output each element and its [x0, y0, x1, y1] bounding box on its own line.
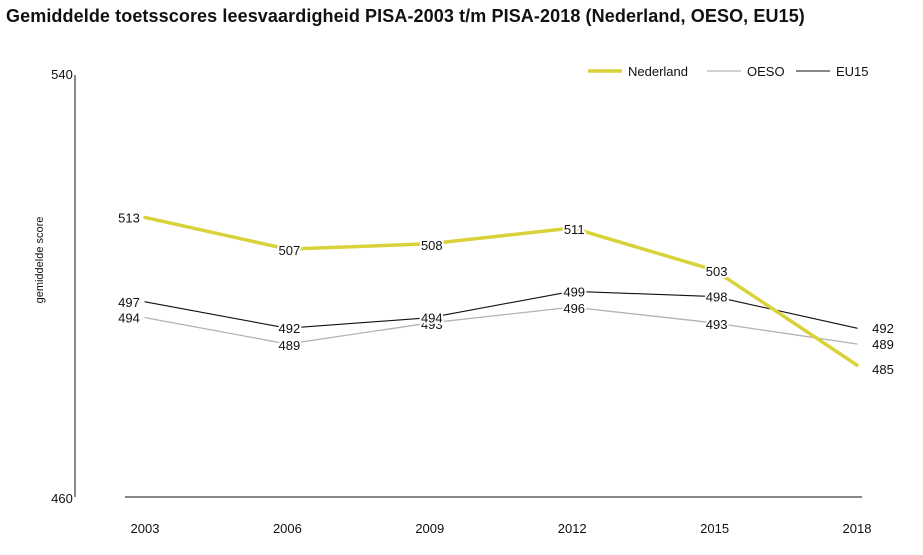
data-label-eu15: 499 — [563, 284, 585, 299]
y-axis-title: gemiddelde score — [34, 217, 46, 304]
legend-label-nederland: Nederland — [628, 64, 688, 79]
x-tick-label: 2012 — [558, 521, 587, 536]
series-line-eu15 — [144, 290, 858, 329]
data-label-eu15: 494 — [421, 311, 443, 326]
data-label-oeso: 494 — [118, 311, 140, 326]
y-tick-label: 460 — [51, 491, 73, 506]
legend-label-oeso: OESO — [747, 64, 785, 79]
legend: Nederland OESO EU15 — [588, 64, 869, 79]
y-tick-label: 540 — [51, 67, 73, 82]
x-tick-label: 2003 — [131, 521, 160, 536]
series-line-oeso — [144, 306, 858, 345]
data-label-eu15: 492 — [872, 321, 894, 336]
series-lines — [143, 215, 859, 367]
x-tick-label: 2015 — [700, 521, 729, 536]
x-tick-label: 2018 — [843, 521, 872, 536]
data-label-nederland: 508 — [421, 238, 443, 253]
data-label-eu15: 497 — [118, 295, 140, 310]
data-label-eu15: 492 — [279, 321, 301, 336]
data-label-nederland: 513 — [118, 210, 140, 225]
data-label-nederland: 503 — [706, 264, 728, 279]
data-label-oeso: 489 — [279, 338, 301, 353]
data-label-oeso: 493 — [421, 317, 443, 332]
axes: 540 460 gemiddelde score 2003 2006 2009 2012 20… — [34, 67, 871, 536]
data-label-oeso: 493 — [706, 317, 728, 332]
data-label-nederland: 485 — [872, 362, 894, 377]
data-label-nederland: 511 — [564, 222, 585, 237]
data-label-nederland: 507 — [279, 243, 301, 258]
x-tick-label: 2009 — [415, 521, 444, 536]
data-label-oeso: 489 — [872, 337, 894, 352]
legend-label-eu15: EU15 — [836, 64, 869, 79]
series-line-nederland — [143, 215, 859, 367]
data-label-oeso: 496 — [563, 301, 585, 316]
x-tick-label: 2006 — [273, 521, 302, 536]
data-label-eu15: 498 — [706, 290, 728, 305]
chart-title: Gemiddelde toetsscores leesvaardigheid P… — [6, 6, 805, 26]
